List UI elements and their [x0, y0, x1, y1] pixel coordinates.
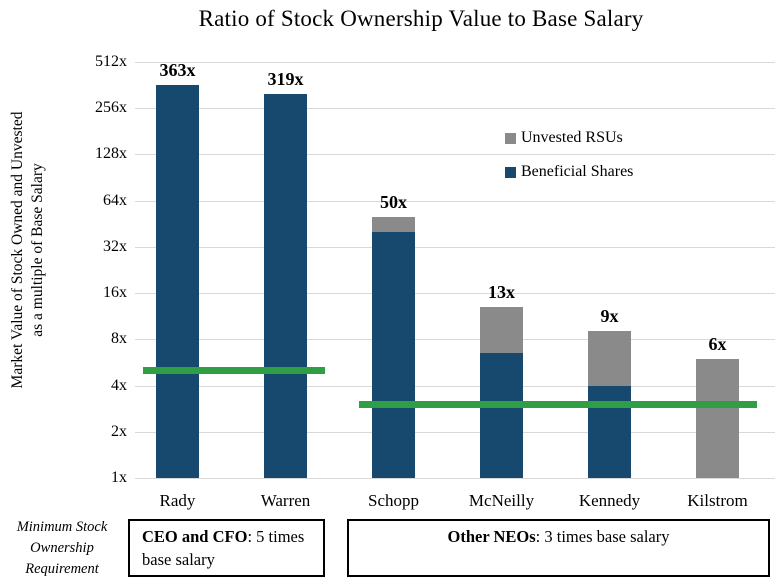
gridline-8x	[135, 339, 775, 340]
bar-warren-beneficial-shares	[264, 93, 307, 478]
guideline-3x	[358, 401, 757, 408]
bar-schopp-unvested-rsus	[372, 217, 415, 232]
y-tick-64x: 64x	[103, 192, 127, 209]
bar-kilstrom-unvested-rsus	[696, 358, 739, 478]
other-neos-requirement-box: Other NEOs: 3 times base salary	[347, 519, 770, 577]
gridline-64x	[135, 201, 775, 202]
bar-value-rady: 363x	[159, 59, 196, 80]
x-axis-label-warren: Warren	[260, 491, 311, 510]
x-axis-label-kennedy: Kennedy	[578, 491, 641, 510]
y-tick-32x: 32x	[103, 238, 127, 255]
other-neos-requirement-rest: : 3 times base salary	[535, 527, 670, 546]
y-axis-title: Market Value of Stock Owned and Unvested…	[8, 60, 52, 440]
y-tick-1x: 1x	[111, 469, 127, 486]
y-axis-title-line1: Market Value of Stock Owned and Unvested	[9, 111, 26, 389]
gridline-4x	[135, 386, 775, 387]
legend-swatch-unvested-rsus-icon	[505, 132, 516, 144]
bar-value-warren: 319x	[267, 68, 304, 89]
y-tick-512x: 512x	[95, 53, 127, 70]
bar-mcneilly-beneficial-shares	[480, 353, 523, 478]
gridline-1x	[135, 478, 775, 479]
x-axis-label-mcneilly: McNeilly	[468, 491, 535, 510]
bar-mcneilly-unvested-rsus	[480, 306, 523, 354]
gridline-256x	[135, 108, 775, 109]
minimum-requirement-caption-line2: Ownership	[30, 540, 94, 556]
gridline-32x	[135, 247, 775, 248]
minimum-requirement-caption-line3: Requirement	[25, 561, 99, 577]
ceo-cfo-requirement-rest: : 5 times base salary	[142, 527, 305, 569]
bar-value-kennedy: 9x	[600, 306, 619, 327]
y-tick-2x: 2x	[111, 423, 127, 440]
y-axis-title-line2: as a multiple of Base Salary	[29, 163, 46, 337]
bar-value-mcneilly: 13x	[488, 281, 515, 302]
y-tick-16x: 16x	[103, 284, 127, 301]
gridline-512x	[135, 62, 775, 63]
bar-rady-beneficial-shares	[156, 84, 199, 478]
guideline-5x	[142, 367, 325, 374]
y-tick-4x: 4x	[111, 377, 127, 394]
bar-value-kilstrom: 6x	[708, 333, 727, 354]
y-tick-128x: 128x	[95, 145, 127, 162]
x-axis-label-kilstrom: Kilstrom	[687, 491, 748, 510]
gridline-16x	[135, 293, 775, 294]
chart-title: Ratio of Stock Ownership Value to Base S…	[198, 6, 644, 31]
legend-label-beneficial-shares: Beneficial Shares	[521, 163, 634, 180]
ceo-cfo-requirement-bold: CEO and CFO	[142, 527, 248, 546]
other-neos-requirement-bold: Other NEOs	[447, 527, 536, 546]
gridline-2x	[135, 432, 775, 433]
legend-swatch-beneficial-shares-icon	[505, 166, 516, 178]
gridline-128x	[135, 154, 775, 155]
y-tick-8x: 8x	[111, 330, 127, 347]
legend-label-unvested-rsus: Unvested RSUs	[521, 129, 623, 146]
bar-kennedy-unvested-rsus	[588, 331, 631, 386]
x-axis-label-rady: Rady	[159, 491, 196, 510]
minimum-requirement-caption: Minimum Stock Ownership Requirement	[0, 517, 124, 580]
y-tick-256x: 256x	[95, 99, 127, 116]
legend: Unvested RSUs Beneficial Shares	[505, 124, 633, 192]
bar-value-schopp: 50x	[380, 192, 407, 213]
bar-kennedy-beneficial-shares	[588, 385, 631, 478]
ceo-cfo-requirement-box: CEO and CFO: 5 times base salary	[128, 519, 325, 577]
legend-item-beneficial-shares: Beneficial Shares	[505, 158, 633, 186]
bar-schopp-beneficial-shares	[372, 232, 415, 478]
x-axis-label-schopp: Schopp	[368, 491, 419, 510]
legend-item-unvested-rsus: Unvested RSUs	[505, 124, 633, 152]
minimum-requirement-caption-line1: Minimum Stock	[16, 519, 108, 535]
